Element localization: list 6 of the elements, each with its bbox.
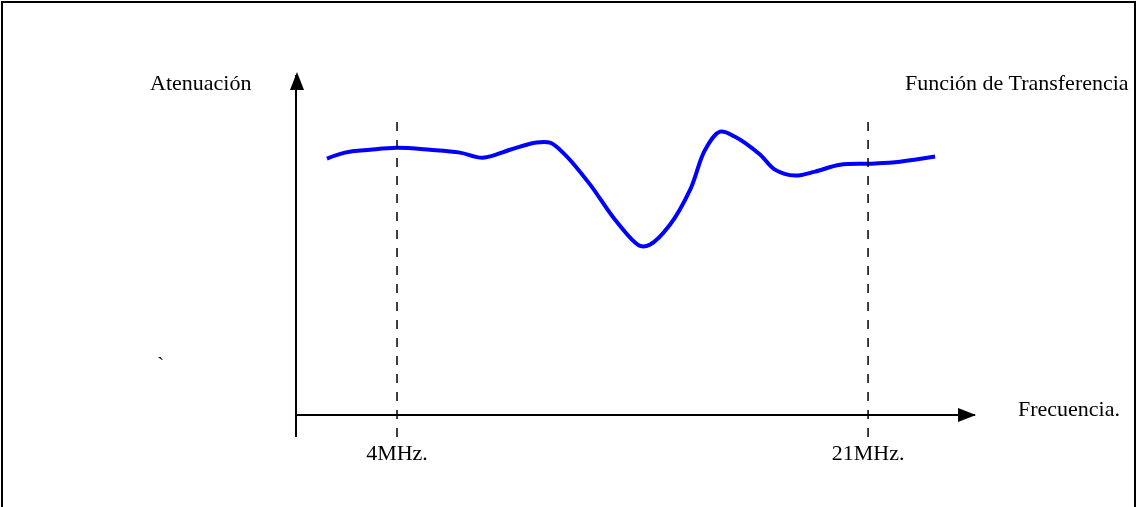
- x-tick-label: 4MHz.: [366, 440, 428, 465]
- y-axis-title: Atenuación: [150, 70, 252, 95]
- x-axis-title: Frecuencia.: [1018, 396, 1120, 421]
- chart-title: Función de Transferencia: [905, 70, 1129, 95]
- x-tick-label: 21MHz.: [831, 440, 905, 465]
- text: `: [157, 352, 165, 377]
